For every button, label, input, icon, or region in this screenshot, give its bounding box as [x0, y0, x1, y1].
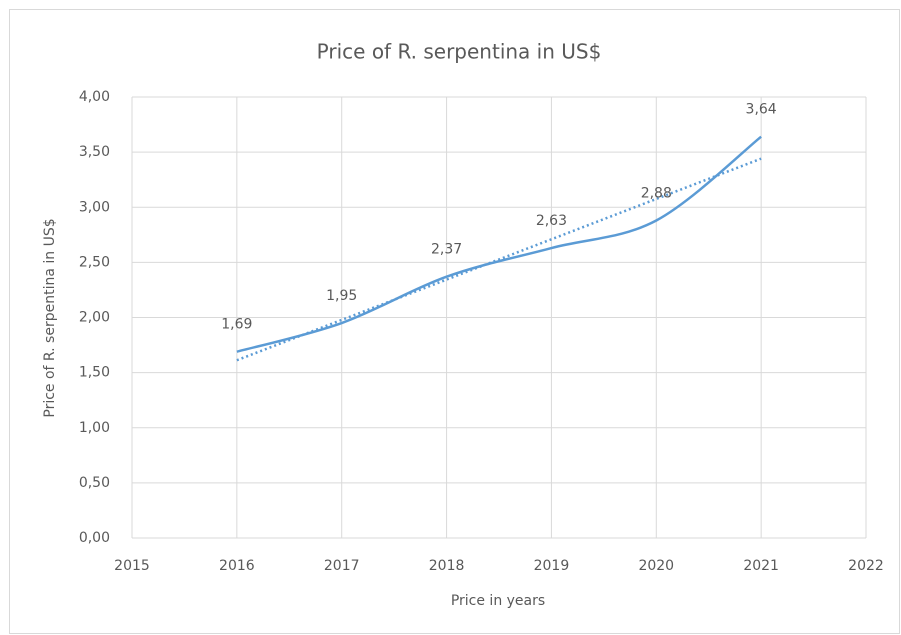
x-tick-label: 2018	[429, 558, 465, 574]
trendline	[236, 157, 762, 362]
data-label: 2,88	[641, 185, 672, 201]
y-tick-label: 2,50	[79, 254, 110, 270]
y-tick-label: 1,50	[79, 365, 110, 381]
x-axis-label: Price in years	[451, 593, 545, 609]
x-tick-label: 2015	[114, 558, 150, 574]
x-tick-label: 2016	[219, 558, 255, 574]
x-tick-label: 2022	[848, 558, 884, 574]
chart-frame	[9, 9, 900, 634]
data-label: 2,37	[431, 242, 462, 258]
data-label: 3,64	[746, 102, 777, 118]
y-tick-label: 1,00	[79, 420, 110, 436]
y-tick-label: 2,00	[79, 310, 110, 326]
y-tick-label: 0,50	[79, 475, 110, 491]
data-label: 1,69	[221, 317, 252, 333]
x-tick-label: 2017	[324, 558, 360, 574]
y-axis-label: Price of R. serpentina in US$	[42, 218, 58, 417]
x-tick-label: 2019	[534, 558, 570, 574]
y-tick-label: 3,00	[79, 199, 110, 215]
x-tick-label: 2020	[638, 558, 674, 574]
y-tick-label: 4,00	[79, 89, 110, 105]
x-tick-label: 2021	[743, 558, 779, 574]
y-tick-label: 0,00	[79, 530, 110, 546]
line	[236, 135, 762, 353]
y-tick-label: 3,50	[79, 144, 110, 160]
chart-title: Price of R. serpentina in US$	[317, 40, 602, 64]
data-label: 1,95	[326, 288, 357, 304]
data-label: 2,63	[536, 213, 567, 229]
